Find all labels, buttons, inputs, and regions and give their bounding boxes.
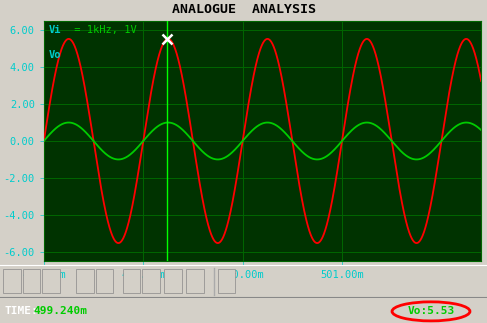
Text: TIME:: TIME: xyxy=(5,307,38,316)
Text: Vo:5.53: Vo:5.53 xyxy=(407,307,455,316)
Bar xyxy=(123,269,140,293)
Bar xyxy=(164,269,182,293)
Bar xyxy=(76,269,94,293)
Bar xyxy=(218,269,235,293)
Bar xyxy=(3,269,21,293)
Bar xyxy=(23,269,40,293)
Text: = 1kHz, 1V: = 1kHz, 1V xyxy=(68,25,137,35)
Text: Vo: Vo xyxy=(48,50,61,60)
Text: 499.240m: 499.240m xyxy=(33,307,87,316)
Bar xyxy=(96,269,113,293)
Text: ANALOGUE  ANALYSIS: ANALOGUE ANALYSIS xyxy=(171,3,316,16)
Text: Vi: Vi xyxy=(48,25,61,35)
Bar xyxy=(186,269,204,293)
Bar xyxy=(142,269,160,293)
Bar xyxy=(42,269,60,293)
